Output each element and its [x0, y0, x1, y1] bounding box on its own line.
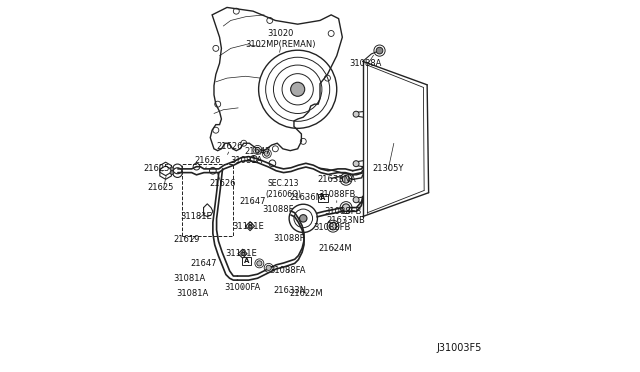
Text: 31000FA: 31000FA [225, 283, 260, 292]
Text: 21626: 21626 [195, 156, 221, 165]
Text: 31081A: 31081A [177, 289, 209, 298]
Text: 31020
3102MP(REMAN): 31020 3102MP(REMAN) [246, 29, 316, 49]
Circle shape [300, 215, 307, 222]
Text: 31088FB: 31088FB [313, 223, 351, 232]
Text: 21647: 21647 [239, 197, 266, 206]
Circle shape [353, 111, 359, 117]
Circle shape [264, 151, 269, 156]
Text: 31088FB: 31088FB [324, 207, 362, 216]
Text: 31088FA: 31088FA [269, 266, 305, 275]
Text: J31003F5: J31003F5 [437, 343, 482, 353]
Text: 21625: 21625 [148, 183, 174, 192]
Text: 21626: 21626 [217, 142, 243, 151]
Circle shape [342, 204, 349, 211]
Circle shape [257, 261, 262, 266]
Text: 21633NA: 21633NA [317, 175, 356, 184]
Text: 31181E: 31181E [225, 249, 257, 258]
Text: 21647: 21647 [244, 147, 271, 156]
Text: 31181E: 31181E [180, 212, 212, 221]
Circle shape [170, 167, 174, 171]
Circle shape [248, 224, 252, 228]
Text: 21624M: 21624M [319, 244, 353, 253]
Circle shape [241, 252, 244, 256]
Bar [241, 257, 251, 265]
Circle shape [376, 47, 383, 54]
Text: 31181E: 31181E [233, 222, 264, 231]
Text: 21647: 21647 [191, 259, 217, 268]
Text: 21622M: 21622M [289, 289, 323, 298]
Text: A: A [244, 258, 249, 264]
Circle shape [266, 265, 271, 270]
Text: 31081A: 31081A [173, 274, 205, 283]
Circle shape [353, 197, 359, 203]
Bar [182, 164, 232, 236]
Text: 31088FB: 31088FB [318, 190, 355, 199]
Circle shape [170, 171, 174, 174]
Text: 21633NB: 21633NB [326, 216, 365, 225]
Text: A: A [320, 195, 326, 201]
Text: 31081A: 31081A [230, 156, 262, 165]
Text: 21619: 21619 [173, 235, 200, 244]
Polygon shape [211, 7, 342, 151]
Circle shape [342, 176, 349, 183]
Text: 21305Y: 21305Y [372, 164, 403, 173]
Text: 31088A: 31088A [349, 60, 381, 68]
Text: 21636M: 21636M [289, 193, 323, 202]
Text: 31088F: 31088F [274, 234, 305, 243]
Bar [318, 194, 328, 202]
Circle shape [353, 161, 359, 167]
Text: 21626: 21626 [209, 179, 236, 187]
Circle shape [291, 82, 305, 96]
Circle shape [255, 147, 260, 153]
Text: 21633N: 21633N [273, 286, 306, 295]
Text: SEC.213
(21606Q): SEC.213 (21606Q) [266, 179, 301, 199]
Text: 31088F: 31088F [262, 205, 294, 214]
Circle shape [330, 222, 337, 230]
Text: 21625: 21625 [144, 164, 170, 173]
